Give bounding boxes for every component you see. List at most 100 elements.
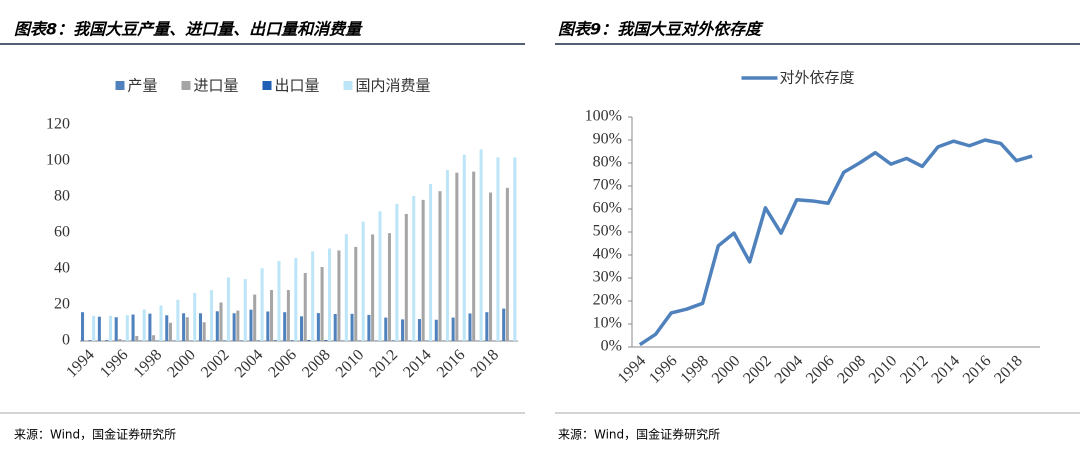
y-tick-label: 60% — [593, 200, 622, 217]
x-tick-label: 2008 — [299, 346, 334, 381]
bar — [485, 312, 489, 341]
bar — [223, 340, 227, 341]
y-tick-label: 0% — [601, 338, 622, 355]
bar — [378, 211, 382, 341]
bar — [404, 213, 408, 341]
y-tick-label: 90% — [593, 131, 622, 148]
bar — [300, 316, 304, 341]
y-tick-label: 50% — [593, 223, 622, 240]
bar — [283, 312, 287, 341]
bar — [206, 340, 210, 341]
bar — [159, 305, 163, 341]
bar — [412, 195, 416, 341]
x-tick-label: 2002 — [198, 346, 233, 381]
y-tick-label: 120 — [46, 116, 70, 133]
x-tick-label: 2004 — [232, 346, 267, 381]
bar — [249, 309, 253, 341]
bar — [451, 317, 455, 341]
bar — [311, 251, 315, 341]
bar — [266, 311, 270, 341]
x-tick-label: 1996 — [646, 352, 681, 387]
bar — [371, 234, 375, 341]
x-tick-label: 2014 — [928, 352, 963, 387]
y-tick-label: 30% — [593, 269, 622, 286]
legend-label: 对外依存度 — [780, 69, 855, 87]
legend-swatch — [262, 81, 272, 90]
bar — [210, 290, 214, 341]
chart-title: 图表9：我国大豆对外依存度 — [558, 20, 764, 39]
bar — [438, 191, 442, 341]
bar — [185, 317, 189, 341]
legend-swatch — [343, 81, 353, 90]
y-tick-label: 20 — [54, 296, 70, 313]
legend-label: 产量 — [128, 77, 158, 95]
bar — [114, 317, 118, 341]
bar — [219, 302, 223, 341]
bar — [256, 340, 260, 341]
x-tick-label: 2016 — [960, 352, 995, 387]
bar — [97, 316, 101, 341]
y-tick-label: 40 — [54, 260, 70, 277]
x-tick-label: 2018 — [991, 352, 1026, 387]
bar — [273, 340, 277, 341]
legend-label: 出口量 — [275, 77, 320, 95]
x-tick-label: 2006 — [803, 352, 838, 387]
bar — [445, 170, 449, 341]
bar — [316, 313, 320, 341]
y-tick-label: 100% — [585, 108, 622, 125]
bar — [337, 250, 341, 341]
bar — [260, 268, 264, 341]
y-tick-label: 20% — [593, 292, 622, 309]
bar — [294, 258, 298, 341]
bar — [333, 314, 337, 341]
bar — [193, 292, 197, 341]
x-tick-label: 2016 — [434, 346, 469, 381]
bar — [253, 294, 257, 341]
bar — [142, 309, 146, 341]
bar — [240, 340, 244, 341]
bar — [118, 339, 122, 341]
x-tick-label: 2010 — [333, 346, 368, 381]
y-tick-label: 80% — [593, 154, 622, 171]
y-tick-label: 60 — [54, 224, 70, 241]
legend-swatch — [115, 81, 125, 90]
bar — [391, 340, 395, 341]
bar — [270, 290, 274, 341]
bar — [165, 315, 169, 341]
x-tick-label: 2002 — [740, 352, 775, 387]
bar — [350, 313, 354, 341]
bar — [243, 279, 247, 341]
x-tick-label: 1996 — [97, 346, 132, 381]
bar — [361, 221, 365, 341]
bar — [92, 315, 96, 341]
legend-label: 国内消费量 — [356, 77, 431, 95]
x-tick-label: 2012 — [897, 352, 932, 387]
bar — [496, 157, 500, 341]
x-tick-label: 2000 — [164, 346, 199, 381]
bar — [277, 261, 281, 341]
bar — [236, 310, 240, 341]
bar — [182, 313, 186, 341]
x-tick-label: 2004 — [772, 352, 807, 387]
legend-swatch — [181, 81, 191, 90]
bar — [505, 187, 509, 341]
bar — [286, 290, 290, 341]
source: 来源：Wind，国金证券研究所 — [14, 427, 176, 442]
bar — [455, 172, 459, 341]
bar — [384, 317, 388, 341]
line-series — [638, 138, 1033, 347]
bar — [88, 340, 92, 341]
bar — [232, 313, 236, 341]
bar — [290, 340, 294, 341]
x-tick-label: 2010 — [866, 352, 901, 387]
bar — [125, 315, 129, 341]
bar — [152, 335, 156, 341]
y-tick-label: 10% — [593, 315, 622, 332]
bar — [472, 171, 476, 341]
bar — [81, 312, 85, 341]
bar — [131, 314, 135, 341]
bar — [421, 199, 425, 341]
x-tick-label: 2014 — [400, 346, 435, 381]
bar — [429, 184, 433, 341]
bar — [226, 277, 230, 341]
